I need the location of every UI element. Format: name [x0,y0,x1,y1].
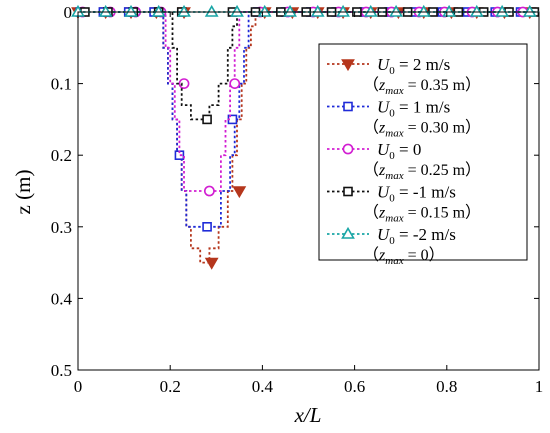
legend-entry-note: （zmax = 0.35 m） [363,76,481,97]
legend-entry-note: （zmax = 0.30 m） [363,119,481,140]
legend-entry-label: U0 = -2 m/s [377,225,456,247]
x-tick-label: 0 [74,377,83,396]
series-5-point [389,4,403,17]
series-3-point [178,78,190,89]
series-2-point [202,222,212,232]
series-line-3 [78,11,539,192]
x-tick-label: 0.4 [252,377,274,396]
series-3-point [229,78,241,89]
legend-entry-label: U0 = 0 [377,140,421,162]
series-5-point [363,4,378,17]
series-5-point [336,4,350,17]
legend-entry-note: （zmax = 0.25 m） [363,161,481,182]
series-3-point [203,185,215,197]
series-5-point [522,4,537,17]
series-5-point [204,4,219,17]
legend-entry-label: U0 = 2 m/s [377,55,450,77]
series-5-point [230,4,244,17]
y-tick-label: 0.2 [51,146,72,165]
legend-entry-label: U0 = -1 m/s [377,183,456,205]
series-5-point [177,4,191,17]
y-tick-label: 0 [64,3,73,22]
series-5-point [124,4,138,17]
y-axis-label: z (m) [11,170,35,215]
series-5-point [151,4,166,17]
legend-swatch-marker [341,59,355,72]
legend-box [318,43,528,261]
legend-entry-label: U0 = 1 m/s [377,98,450,120]
series-1-point [204,257,219,270]
series-5-point [469,4,484,17]
legend-entry-note: （zmax = 0.15 m） [363,204,481,225]
y-tick-label: 0.1 [51,75,72,94]
legend: U0 = 2 m/s（zmax = 0.35 m）U0 = 1 m/s（zmax… [318,43,528,267]
series-1-point [232,186,247,199]
y-tick-label: 0.5 [51,361,72,380]
axes-group: 0 0.2 0.4 0.6 0.8 1 0 0.1 0.2 0.3 0.4 0.5 [51,3,544,396]
x-tick-label: 0.6 [344,377,365,396]
x-tick-label: 0.2 [160,377,181,396]
legend-entry-note: （zmax = 0） [363,246,445,267]
series-5-point [98,4,113,17]
series-4-point [202,114,212,125]
series-5-point [310,4,325,17]
series-5-point [416,4,431,17]
series-line-4 [78,11,539,121]
series-line-2 [78,11,539,228]
legend-swatch-marker [343,101,353,112]
plot-area-frame [77,11,540,371]
x-tick-label: 0.8 [436,377,457,396]
y-tick-label: 0.4 [51,289,73,308]
legend-swatch-marker [342,143,354,155]
legend-swatch-marker [343,186,353,197]
legend-swatch-marker [341,226,355,239]
x-axis-label: x/L [294,403,322,427]
series-5-point [495,4,510,17]
x-tick-label: 1 [535,377,544,396]
series-5-point [283,4,297,17]
y-tick-label: 0.3 [51,218,72,237]
